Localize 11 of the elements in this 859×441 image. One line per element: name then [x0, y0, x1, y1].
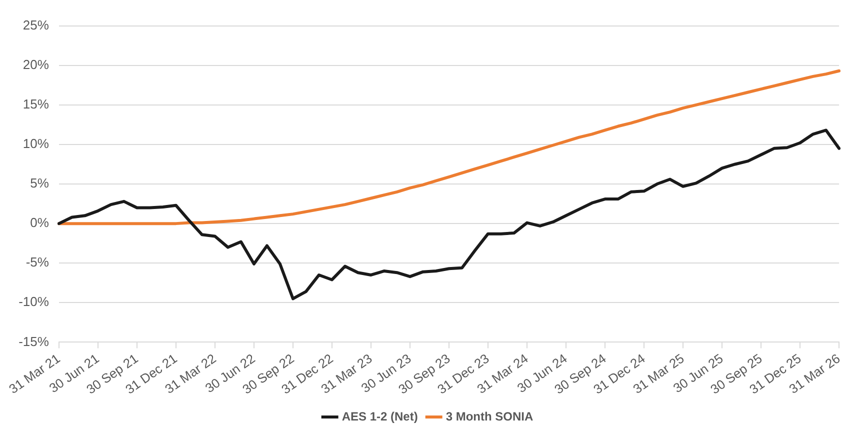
y-tick-label: 15%: [22, 96, 50, 112]
y-tick-label: -15%: [18, 334, 50, 349]
y-tick-label: 5%: [30, 176, 50, 191]
y-tick-label: 20%: [22, 56, 50, 72]
legend-label: 3 Month SONIA: [446, 409, 534, 424]
y-tick-label: 25%: [22, 17, 50, 32]
legend-label: AES 1-2 (Net): [342, 409, 418, 424]
y-tick-label: -10%: [18, 294, 50, 310]
y-tick-label: -5%: [26, 254, 50, 270]
y-tick-label: 0%: [30, 215, 50, 230]
y-tick-label: 10%: [22, 136, 50, 152]
